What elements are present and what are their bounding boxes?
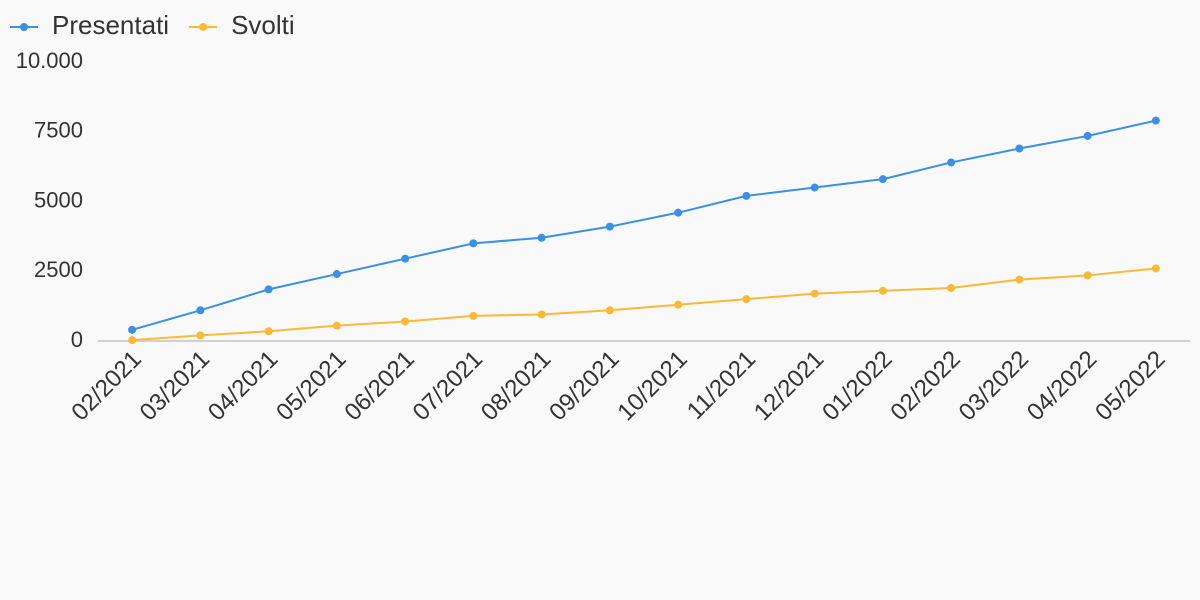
data-point [605, 222, 614, 231]
data-point [332, 270, 341, 279]
data-point [196, 331, 205, 340]
data-point [674, 300, 683, 309]
x-tick-label: 04/2022 [1022, 346, 1102, 426]
legend-label: Presentati [52, 10, 169, 40]
data-point [1083, 271, 1092, 280]
data-point [1015, 275, 1024, 284]
x-tick-label: 05/2022 [1090, 346, 1170, 426]
data-point [947, 158, 956, 167]
data-point [332, 321, 341, 330]
x-tick-label: 11/2021 [682, 346, 761, 425]
data-point [401, 254, 410, 263]
data-point [742, 191, 751, 200]
y-tick-label: 10.000 [16, 48, 83, 73]
data-point [469, 239, 478, 248]
data-point [537, 310, 546, 319]
data-point [605, 306, 614, 315]
legend-marker-dot [20, 23, 28, 31]
data-point [128, 325, 137, 334]
data-point [810, 289, 819, 298]
data-point [128, 336, 137, 345]
data-point [537, 233, 546, 242]
y-tick-label: 0 [71, 327, 83, 352]
data-point [401, 317, 410, 326]
x-tick-label: 02/2021 [66, 346, 146, 426]
data-point [878, 286, 887, 295]
data-point [742, 295, 751, 304]
x-tick-label: 08/2021 [476, 346, 556, 426]
series-line [132, 267, 1156, 342]
y-tick-label: 5000 [34, 187, 83, 212]
data-point [264, 327, 273, 336]
legend-label: Svolti [231, 10, 295, 40]
x-tick-label: 03/2021 [135, 346, 215, 426]
data-point [810, 183, 819, 192]
x-tick-label: 04/2021 [203, 346, 283, 426]
x-tick-label: 12/2021 [749, 346, 829, 426]
y-tick-label: 7500 [34, 118, 83, 143]
x-tick-label: 05/2021 [271, 346, 351, 426]
x-tick-label: 03/2022 [954, 346, 1034, 426]
data-point [196, 306, 205, 315]
x-tick-label: 06/2021 [339, 346, 419, 426]
data-point [264, 285, 273, 294]
legend-marker-dot [199, 23, 208, 31]
y-tick-label: 2500 [34, 257, 83, 282]
data-point [469, 311, 478, 320]
data-point [1151, 264, 1160, 273]
data-point [947, 283, 956, 292]
series-line [131, 119, 1157, 331]
data-point [878, 175, 887, 184]
x-tick-label: 01/2022 [817, 346, 897, 426]
x-tick-label: 09/2021 [544, 346, 624, 426]
x-tick-label: 07/2021 [408, 346, 488, 426]
data-point [1015, 144, 1024, 153]
data-point [1151, 116, 1160, 125]
x-tick-label: 10/2021 [612, 346, 692, 426]
x-tick-label: 02/2022 [885, 346, 965, 426]
data-point [1083, 131, 1092, 140]
data-point [674, 208, 683, 217]
